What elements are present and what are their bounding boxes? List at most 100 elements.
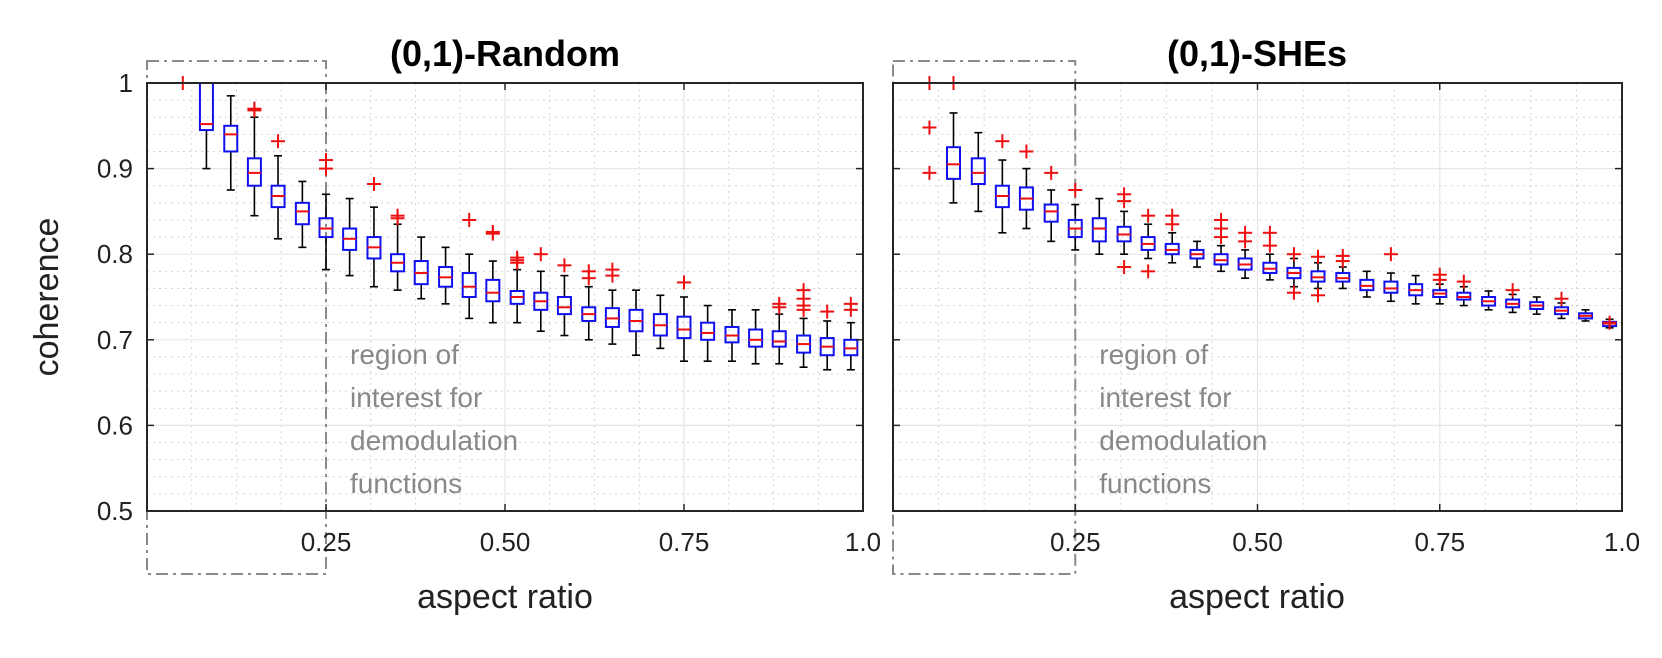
box-18: [1335, 248, 1351, 290]
outlier-marker: [843, 296, 858, 311]
outlier-marker: [922, 165, 937, 180]
box-28: [819, 304, 835, 371]
box-18: [581, 264, 597, 341]
y-tick-label: 0.7: [97, 325, 133, 355]
outlier-marker: [1286, 285, 1301, 300]
box-iqr: [294, 201, 310, 226]
outlier-marker: [1554, 291, 1569, 306]
box-28: [1578, 309, 1594, 322]
box-iqr: [946, 146, 962, 180]
outlier-marker: [1286, 247, 1301, 262]
region-annotation-line: region of: [350, 339, 459, 370]
outlier-marker: [485, 224, 500, 239]
box-15: [1262, 225, 1278, 281]
box-iqr: [485, 278, 501, 303]
outlier-marker: [1214, 212, 1229, 227]
outlier-marker: [1165, 208, 1180, 223]
outlier-marker: [1068, 183, 1083, 197]
outlier-marker: [1044, 165, 1059, 180]
outlier-marker: [677, 275, 691, 290]
outlier-marker: [1117, 187, 1132, 202]
y-tick-label: 0.5: [97, 496, 133, 526]
region-annotation-line: demodulation: [1099, 425, 1267, 456]
box-14: [1237, 225, 1253, 279]
box-9: [1116, 187, 1132, 275]
chart-panel-2: 0.25 0.50 0.75 1.0 (0,1)-SHEs aspect ratio reg…: [892, 33, 1640, 616]
box-22: [1432, 267, 1448, 305]
x-tick-label: 0.75: [659, 527, 710, 557]
x-tick-label: 0.75: [1414, 527, 1465, 557]
region-annotation-line: interest for: [1099, 382, 1231, 413]
box-17: [556, 258, 572, 337]
outlier-marker: [1311, 249, 1326, 264]
x-axis-label: aspect ratio: [1169, 578, 1345, 616]
outlier-marker: [1019, 144, 1034, 159]
box-26: [1529, 296, 1545, 315]
outlier-marker: [1432, 267, 1447, 282]
outlier-marker: [271, 134, 286, 149]
box-17: [1310, 249, 1326, 303]
box-12: [438, 246, 454, 305]
chart-title: (0,1)-SHEs: [1167, 33, 1347, 74]
box-7: [318, 153, 334, 271]
outlier-marker: [772, 296, 787, 311]
box-3: [970, 131, 986, 213]
x-axis-label: aspect ratio: [417, 578, 593, 616]
box-5: [1018, 144, 1034, 230]
outlier-marker: [1141, 264, 1156, 279]
region-annotation-line: demodulation: [350, 425, 518, 456]
region-annotation-line: interest for: [350, 382, 482, 413]
outlier-marker: [1602, 315, 1617, 330]
box-4: [246, 101, 262, 217]
outlier-marker: [1262, 238, 1277, 253]
box-3: [223, 95, 239, 191]
outlier-marker: [1335, 248, 1350, 263]
outlier-marker: [462, 212, 477, 227]
box-13: [1213, 212, 1229, 273]
box-24: [724, 309, 740, 363]
box-22: [676, 275, 692, 363]
y-tick-label: 0.8: [97, 239, 133, 269]
box-21: [652, 294, 668, 350]
box-27: [796, 283, 812, 368]
box-29: [1602, 315, 1618, 330]
box-16: [1286, 247, 1302, 300]
box-27: [1553, 291, 1569, 320]
outlier-marker: [366, 177, 381, 192]
box-iqr: [771, 330, 787, 348]
outlier-marker: [581, 264, 596, 279]
box-iqr: [223, 124, 239, 153]
box-15: [509, 250, 525, 324]
x-tick-label: 1.0: [1604, 527, 1640, 557]
box-23: [700, 304, 716, 363]
box-10: [1140, 208, 1156, 279]
outlier-marker: [1238, 225, 1253, 240]
x-tick-label: 0.50: [480, 527, 531, 557]
outlier-marker: [922, 120, 937, 135]
box-iqr: [1091, 217, 1107, 243]
chart-panel-1: 0.5 0.6 0.7 0.8 0.9 1 0.25 0.50 0.75 1.0 (0,1)-Ran…: [28, 33, 881, 616]
outlier-marker: [796, 283, 811, 298]
outlier-marker: [1141, 208, 1156, 223]
box-8: [1091, 197, 1107, 255]
box-iqr: [700, 321, 716, 341]
x-tick-label: 1.0: [845, 527, 881, 557]
box-5: [270, 134, 286, 240]
y-tick-label: 0.6: [97, 410, 133, 440]
box-11: [413, 236, 429, 300]
outlier-marker: [390, 208, 405, 223]
outlier-marker: [247, 101, 262, 116]
box-20: [1383, 247, 1399, 303]
box-19: [1359, 270, 1375, 298]
y-tick-label: 1: [119, 68, 133, 98]
region-annotation-line: functions: [1099, 468, 1211, 499]
outlier-marker: [510, 250, 525, 265]
box-16: [533, 247, 549, 333]
outlier-marker: [1117, 260, 1132, 275]
outlier-marker: [319, 153, 333, 168]
box-6: [294, 180, 310, 249]
box-29: [843, 296, 859, 371]
box-iqr: [748, 328, 764, 348]
outlier-marker: [1311, 288, 1326, 303]
